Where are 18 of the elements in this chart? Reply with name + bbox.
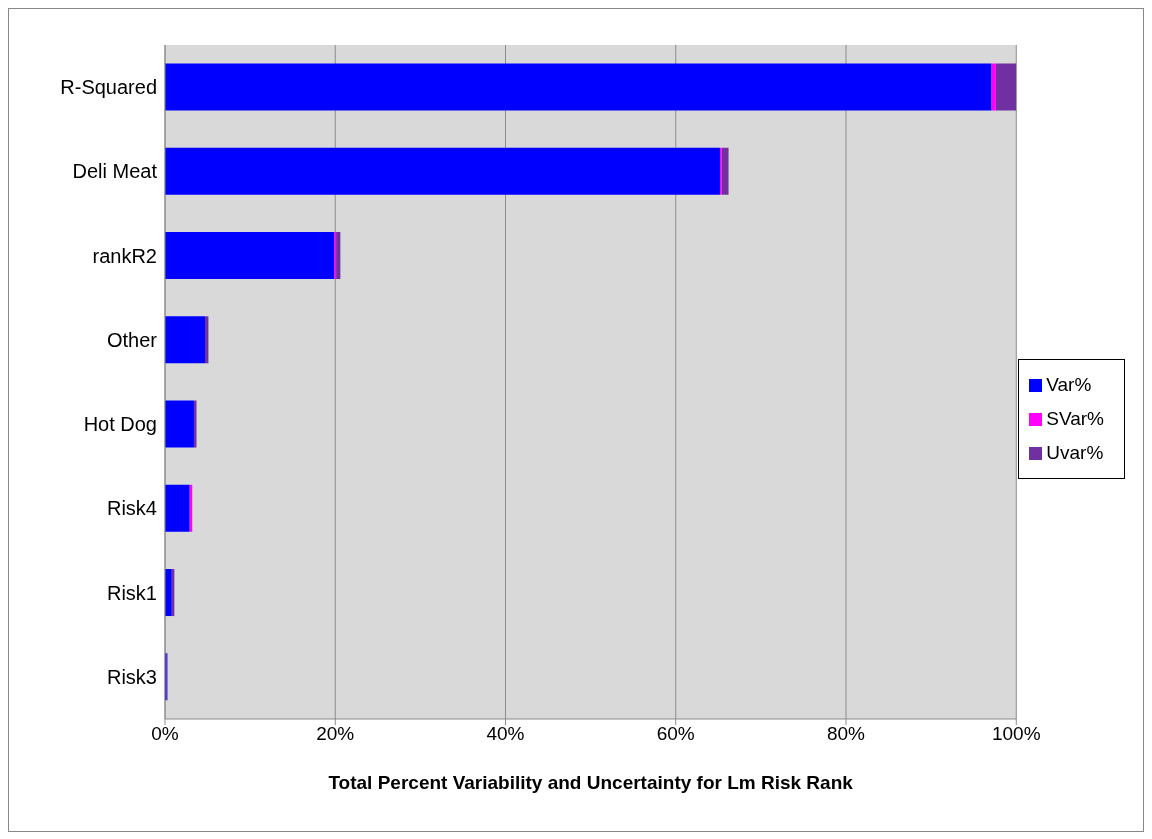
y-tick-label: Other [106,328,158,351]
legend-label: Var% [1046,374,1092,395]
x-tick-label: 40% [486,723,525,745]
y-tick-label: Deli Meat [72,160,158,183]
y-tick-label: R-Squared [60,76,157,99]
x-tick-label: 60% [656,723,695,745]
legend-label: Uvar% [1046,442,1104,463]
x-tick-label: 20% [316,723,355,745]
x-axis-title: Total Percent Variability and Uncertainty for Lm Risk Rank [328,772,854,793]
y-tick-label: Risk4 [106,497,157,520]
y-tick-label: rankR2 [92,244,157,267]
x-tick-label: 80% [827,723,866,745]
legend-label: SVar% [1046,408,1104,429]
x-tick-label: 0% [151,723,179,745]
y-tick-label: Hot Dog [83,413,157,436]
x-tick-label: 100% [991,723,1041,745]
y-tick-label: Risk1 [106,581,157,604]
y-tick-label: Risk3 [106,665,157,688]
